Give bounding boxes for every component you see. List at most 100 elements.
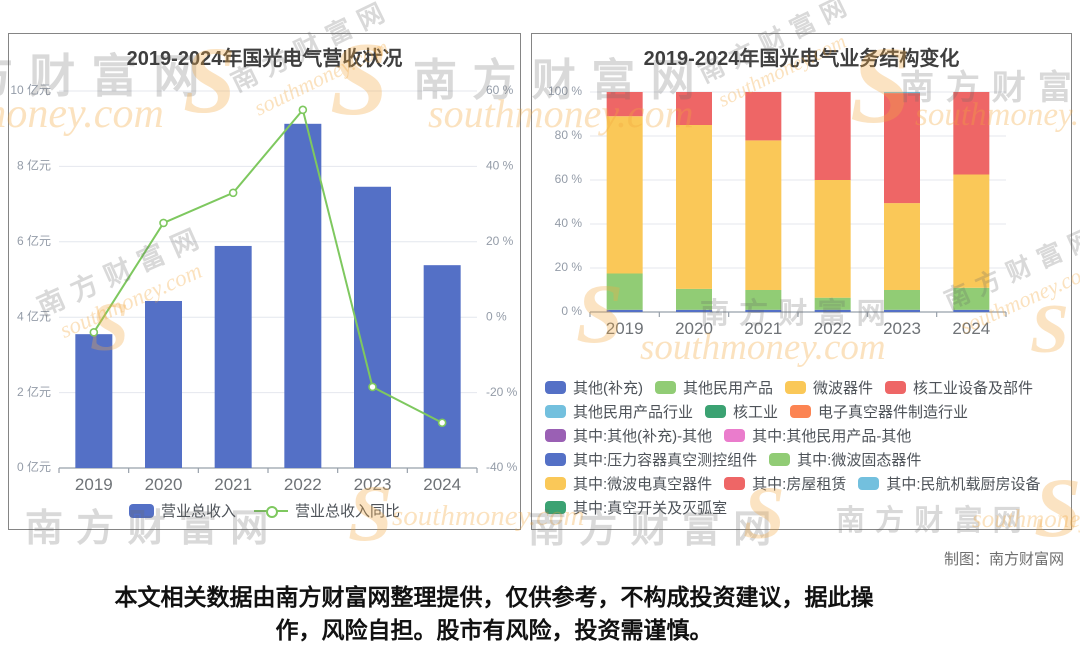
stacked-bar-segment[interactable] [745,92,782,141]
yoy-line [92,107,443,424]
x-axis-category-label: 2020 [675,319,713,338]
stacked-bar-segment[interactable] [814,309,851,312]
stacked-bar-segment[interactable] [814,297,851,310]
y-axis-left-tick-label: 2 亿元 [17,384,51,399]
line-swatch-icon [254,505,288,518]
revenue-bar[interactable] [75,334,113,468]
legend-item[interactable]: 其中:其他(补充)-其他 [545,425,712,446]
yoy-line-marker[interactable] [89,327,99,337]
legend-item-yoy[interactable]: 营业总收入同比 [254,500,400,521]
stacked-bar-segment[interactable] [606,309,643,312]
stacked-bar-segment[interactable] [745,140,782,290]
y-axis-right-tick-label: 0 % [486,309,507,323]
y-axis-left-tick-label: 6 亿元 [17,233,51,248]
stacked-bar-segment[interactable] [884,203,920,290]
structure-chart-legend: 其他(补充) 其他民用产品 微波器件 核工业设备及部件其他民用产品行业 核工业 电子真空器… [545,375,1055,519]
legend-item[interactable]: 其他民用产品 [655,377,773,398]
structure-chart-card: 2019-2024年国光电气业务结构变化 0 % 20 % 40 % 60 % 80 %… [531,33,1072,530]
legend-label: 其中:真空开关及灭弧室 [573,499,728,517]
revenue-chart-legend: 营业总收入 营业总收入同比 [9,500,520,521]
stacked-bar-segment[interactable] [953,309,990,312]
legend-row: 其中:微波电真空器件 其中:房屋租赁 其中:民航机载厨房设备 [545,471,1055,495]
stacked-bar-segment[interactable] [814,92,851,180]
y-axis-tick-label: 80 % [555,128,583,142]
stacked-bar-segment[interactable] [676,288,712,310]
structure-chart-title: 2019-2024年国光电气业务结构变化 [643,48,960,70]
legend-swatch-icon [885,380,907,394]
stacked-bar-segment[interactable] [953,287,990,310]
legend-item[interactable]: 其中:真空开关及灭弧室 [545,497,727,518]
stacked-bar-segment[interactable] [745,309,782,312]
yoy-line-marker[interactable] [298,105,308,115]
legend-label: 电子真空器件制造行业 [818,403,969,421]
legend-item[interactable]: 其中:房屋租赁 [724,473,846,494]
legend-item[interactable]: 其中:压力容器真空测控组件 [545,449,757,470]
legend-swatch-icon [724,476,746,490]
legend-swatch-icon [858,476,880,490]
revenue-bar[interactable] [354,186,391,468]
stacked-bar-segment[interactable] [884,93,920,204]
stacked-bar-segment[interactable] [606,116,643,274]
y-axis-tick-label: 100 % [548,84,582,98]
revenue-chart-card: 2019-2024年国光电气营收状况 0 亿元 2 亿元 4 亿元 6 亿元 8 亿元 1… [8,33,521,530]
stacked-bar-segment[interactable] [676,309,712,312]
legend-label: 微波器件 [813,379,874,397]
y-axis-right-tick-label: -40 % [486,460,518,474]
stacked-bar-segment[interactable] [676,125,712,289]
revenue-bar[interactable] [214,245,252,468]
bar-swatch-icon [128,503,154,518]
yoy-line-marker[interactable] [159,218,168,228]
legend-item[interactable]: 其他民用产品行业 [545,401,693,422]
legend-item[interactable]: 其中:微波固态器件 [769,449,921,470]
legend-item[interactable]: 其中:其他民用产品-其他 [724,425,911,446]
legend-item[interactable]: 微波器件 [785,377,873,398]
stacked-bar-segment[interactable] [953,92,990,175]
x-axis-category-label: 2021 [214,475,252,494]
legend-row: 其中:压力容器真空测控组件 其中:微波固态器件 [545,447,1055,471]
y-axis-left-tick-label: 8 亿元 [17,158,51,173]
structure-chart-plot: 0 % 20 % 40 % 60 % 80 % 100 % 2019 2020 2021 2022… [548,84,1007,338]
y-axis-right-tick-label: 60 % [486,83,514,97]
x-axis-category-label: 2021 [744,319,782,338]
stacked-bar-segment[interactable] [953,174,990,288]
stacked-bar-segment[interactable] [606,273,643,310]
y-axis-tick-label: 60 % [555,172,583,186]
stacked-bar-segment[interactable] [745,290,782,310]
legend-label: 其中:民航机载厨房设备 [886,475,1041,493]
disclaimer-line-1: 本文相关数据由南方财富网整理提供，仅供参考，不构成投资建议，据此操 [114,584,874,610]
legend-item[interactable]: 其中:民航机载厨房设备 [858,473,1041,494]
x-axis-category-label: 2024 [952,319,990,338]
legend-item[interactable]: 核工业 [705,401,778,422]
legend-label: 其中:微波电真空器件 [573,475,713,493]
x-axis-category-label: 2022 [284,475,322,494]
y-axis-tick-label: 40 % [555,216,583,230]
stacked-bar-segment[interactable] [676,92,712,125]
revenue-bar[interactable] [423,265,461,468]
y-axis-left-tick-label: 10 亿元 [10,82,51,97]
revenue-chart-plot: 0 亿元 2 亿元 4 亿元 6 亿元 8 亿元 10 亿元 -40 % -20 % 0 % 20… [10,82,518,494]
yoy-line-marker[interactable] [228,188,238,198]
revenue-bar[interactable] [145,300,182,468]
legend-swatch-icon [545,428,566,442]
legend-label: 其中:其他(补充)-其他 [573,427,713,445]
legend-label: 其中:其他民用产品-其他 [752,427,912,445]
legend-item[interactable]: 电子真空器件制造行业 [790,401,968,422]
legend-item[interactable]: 核工业设备及部件 [885,377,1033,398]
legend-item-revenue[interactable]: 营业总收入 [128,500,236,521]
stacked-bar-segment[interactable] [884,309,920,312]
legend-row: 其他(补充) 其他民用产品 微波器件 核工业设备及部件 [545,375,1055,399]
revenue-bar[interactable] [284,123,322,468]
stacked-bar-segment[interactable] [814,180,851,298]
legend-swatch-icon [724,428,746,442]
stacked-bar-segment[interactable] [606,92,643,117]
yoy-line-marker[interactable] [437,418,447,428]
legend-item[interactable]: 其他(补充) [545,377,643,398]
yoy-line-marker[interactable] [368,382,377,392]
legend-label: 其他民用产品行业 [573,403,694,421]
stacked-bar-segment[interactable] [884,290,920,310]
legend-item[interactable]: 其中:微波电真空器件 [545,473,712,494]
stacked-bar-segment[interactable] [884,92,920,94]
legend-swatch-icon [545,380,566,394]
x-axis-category-label: 2019 [75,475,113,494]
legend-swatch-icon [545,500,566,514]
